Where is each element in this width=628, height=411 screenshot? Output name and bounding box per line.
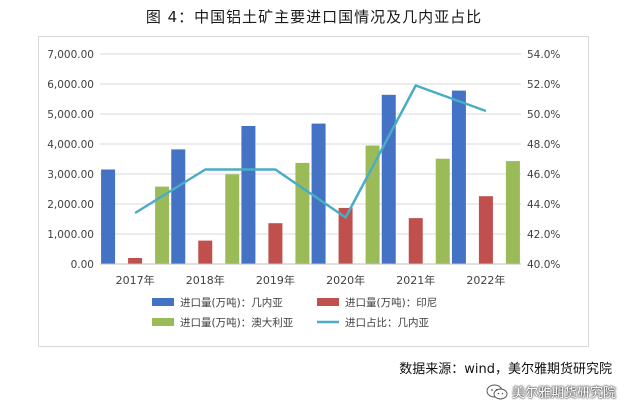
bar-1 xyxy=(171,149,186,264)
y-left-tick-label: 5,000.00 xyxy=(47,109,94,121)
x-tick-label: 2017年 xyxy=(116,273,155,287)
bar-1 xyxy=(311,123,326,264)
bar-1 xyxy=(241,126,256,264)
chart-frame xyxy=(38,36,589,347)
x-tick-label: 2022年 xyxy=(466,273,505,287)
x-tick-label: 2018年 xyxy=(186,273,225,287)
line-series xyxy=(134,84,487,219)
y-left-tick-label: 4,000.00 xyxy=(47,139,94,151)
bar-1 xyxy=(451,90,466,264)
y-right-tick-label: 54.0% xyxy=(527,49,560,61)
wechat-icon xyxy=(486,384,508,399)
y-right-tick-label: 44.0% xyxy=(527,199,560,211)
chart-title: 图 4：中国铝土矿主要进口国情况及几内亚占比 xyxy=(145,8,483,26)
y-left-tick-label: 6,000.00 xyxy=(47,79,94,91)
y-right-tick-label: 42.0% xyxy=(527,229,560,241)
x-tick-label: 2021年 xyxy=(396,273,435,287)
y-right-tick-label: 48.0% xyxy=(527,139,560,151)
y-right-tick-label: 40.0% xyxy=(527,259,560,271)
bar-2 xyxy=(408,218,423,264)
bar-2 xyxy=(338,207,353,264)
bar-1 xyxy=(101,169,116,264)
bar-2 xyxy=(268,223,283,264)
y-left-tick-label: 3,000.00 xyxy=(47,169,94,181)
bar-3 xyxy=(365,145,380,264)
bar-2 xyxy=(478,196,493,264)
y-left-tick-label: 1,000.00 xyxy=(47,229,94,241)
legend-label: 进口占比：几内亚 xyxy=(345,316,429,329)
y-left-tick-label: 2,000.00 xyxy=(47,199,94,211)
watermark-text: 美尔雅期货研究院 xyxy=(511,386,616,401)
bar-3 xyxy=(225,174,240,264)
y-left-tick-label: 7,000.00 xyxy=(47,49,94,61)
legend-swatch xyxy=(317,298,339,306)
data-source: 数据来源：wind，美尔雅期货研究院 xyxy=(399,362,612,377)
bar-3 xyxy=(435,158,450,264)
legend-label: 进口量(万吨)：印尼 xyxy=(345,296,437,309)
legend-label: 进口量(万吨)：几内亚 xyxy=(180,296,283,309)
legend-label: 进口量(万吨)：澳大利亚 xyxy=(180,316,294,329)
watermark: 美尔雅期货研究院 xyxy=(486,382,616,401)
bar-1 xyxy=(381,94,396,264)
legend-swatch xyxy=(152,318,174,326)
y-right-tick-label: 52.0% xyxy=(527,79,560,91)
x-tick-label: 2019年 xyxy=(256,273,295,287)
y-right-tick-label: 46.0% xyxy=(527,169,560,181)
bar-2 xyxy=(198,240,213,264)
bar-2 xyxy=(128,258,143,264)
y-right-tick-label: 50.0% xyxy=(527,109,560,121)
bar-3 xyxy=(505,161,520,264)
bar-3 xyxy=(155,186,170,264)
y-left-tick-label: 0.00 xyxy=(71,259,94,271)
legend-swatch xyxy=(152,298,174,306)
bar-3 xyxy=(295,162,310,264)
x-tick-label: 2020年 xyxy=(326,273,365,287)
